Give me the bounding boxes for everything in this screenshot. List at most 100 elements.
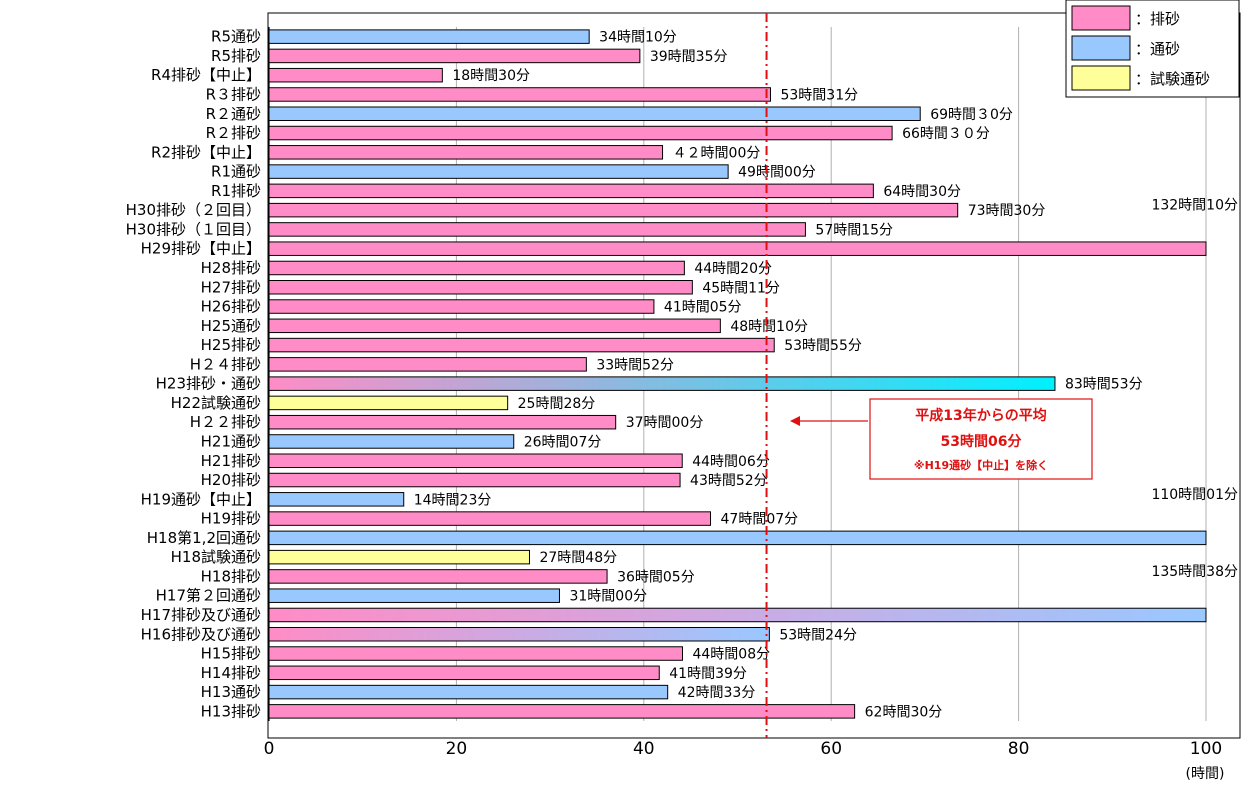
legend-swatch [1071,35,1131,61]
category-label: H13通砂 [201,683,261,701]
data-label: 25時間28分 [518,396,596,412]
category-label: H18試験通砂 [171,548,261,566]
data-label: 110時間01分 [1151,487,1238,503]
data-label: 69時間３0分 [930,107,1013,123]
data-label: 66時間３０分 [902,126,990,142]
bar [268,395,509,411]
data-label: 44時間06分 [692,454,770,470]
data-label: 33時間52分 [596,357,674,373]
x-tick-labels: 0 20 40 60 80 100 [264,739,1223,759]
category-label: H17排砂及び通砂 [141,606,261,624]
data-label: 44時間08分 [692,647,770,663]
bar [268,492,405,507]
category-label: H18排砂 [201,567,261,585]
legend-swatch [1071,65,1131,91]
bar [268,318,721,334]
bar [268,337,775,353]
data-label: 53時間31分 [780,87,858,103]
bar [268,67,443,83]
category-label: R4排砂【中止】 [151,66,261,84]
average-text-2: 53時間06分 [941,433,1022,450]
bar [268,202,959,218]
average-box [869,398,1093,480]
x-tick-label: 80 [1008,739,1030,759]
bar [268,280,693,295]
legend: ：排砂 ：通砂 ：試験通砂 [1065,0,1240,98]
bar [268,299,655,314]
bar [268,48,641,64]
category-label: H２４排砂 [190,355,261,373]
bar [268,87,771,102]
data-label: 37時間00分 [626,415,704,431]
average-arrowhead [790,416,800,426]
data-label: 36時間05分 [617,569,695,585]
bar [268,704,856,719]
x-axis-label: (時間) [1186,766,1225,782]
category-label: H21通砂 [201,432,261,450]
bar [268,414,617,430]
category-label: H27排砂 [201,278,261,296]
bar [268,260,685,276]
category-label: H28排砂 [201,259,261,277]
data-label: 39時間35分 [650,49,728,65]
data-label: 135時間38分 [1151,564,1238,580]
category-label: H26排砂 [201,298,261,316]
bar [268,241,1207,256]
bars-group [268,29,1207,719]
bar [268,569,608,584]
x-tick-label: 20 [446,739,468,759]
category-label: H19通砂【中止】 [141,490,261,508]
data-label: 18時間30分 [452,68,530,84]
bar [268,453,683,468]
bar [268,222,806,237]
data-label: 49時間00分 [738,165,816,181]
x-tick-label: 60 [820,739,842,759]
bar [268,357,587,372]
category-label: H21排砂 [201,452,261,470]
category-label: H22試験通砂 [171,394,261,412]
category-label: H15排砂 [201,645,261,663]
bar [268,511,712,526]
category-label: H14排砂 [201,664,261,682]
bar [268,530,1207,546]
bar [268,183,874,199]
category-label: R２通砂 [206,105,261,123]
bar [268,434,515,449]
data-label: 14時間23分 [414,492,492,508]
average-annotation: 平成13年からの平均 53時間06分 ※H19通砂【中止】を除く [765,13,1093,738]
grid-lines [267,12,1241,739]
data-label: 27時間48分 [539,550,617,566]
category-label: R2排砂【中止】 [151,143,261,161]
data-label: 26時間07分 [524,434,602,450]
data-label: 132時間10分 [1151,198,1238,214]
category-label: R1排砂 [211,182,261,200]
legend-label: ：通砂 [1135,40,1180,58]
category-label: H25通砂 [201,317,261,335]
bar [268,588,560,603]
category-label: H30排砂（１回目） [126,220,261,238]
data-label: 53時間55分 [784,338,862,354]
category-label: R5通砂 [211,28,261,46]
category-label: H13排砂 [201,702,261,720]
category-label: H18第1,2回通砂 [147,529,261,547]
data-label: 73時間30分 [968,203,1046,219]
bar [268,472,681,488]
bar [268,607,1207,623]
category-label: H23排砂・通砂 [156,375,261,393]
data-label: 48時間10分 [730,319,808,335]
bar [268,164,729,179]
category-label: H16排砂及び通砂 [141,625,261,643]
average-note: ※H19通砂【中止】を除く [914,458,1048,472]
data-label: 43時間52分 [690,473,768,489]
data-label: 42時間33分 [678,685,756,701]
category-label: R３排砂 [206,85,261,103]
legend-label: ：排砂 [1135,10,1180,28]
bar [268,125,893,141]
bar [268,646,683,661]
bar [268,29,590,44]
bar [268,549,530,565]
data-label: 57時間15分 [815,222,893,238]
data-label: 41時間05分 [664,300,742,316]
